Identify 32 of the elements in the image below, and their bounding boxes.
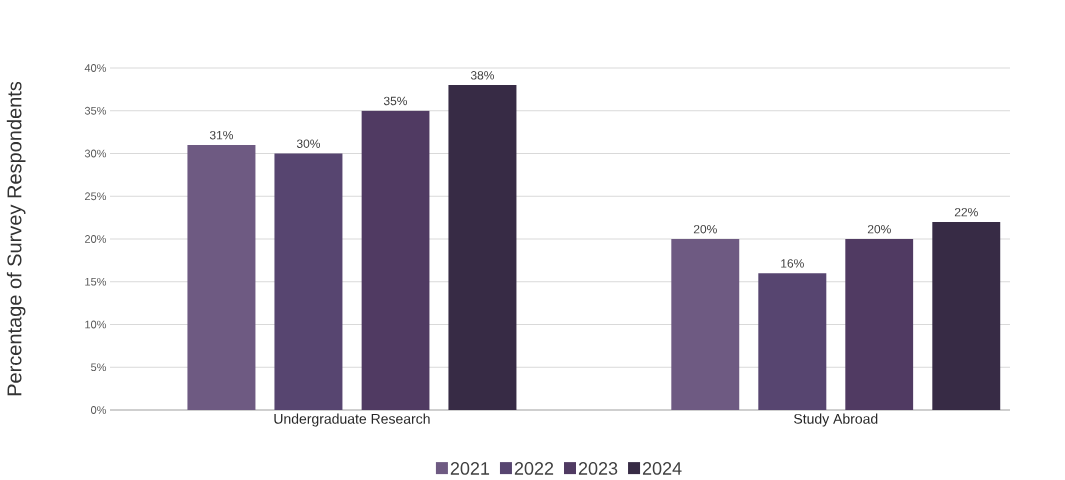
bar — [448, 85, 517, 410]
legend-label: 2021 — [450, 462, 490, 475]
y-tick-label: 20% — [85, 235, 107, 243]
data-label: 16% — [781, 259, 804, 268]
y-tick-label: 25% — [85, 192, 107, 201]
data-label: 22% — [954, 207, 978, 217]
y-tick-label: 5% — [91, 363, 107, 372]
legend-label: 2022 — [514, 462, 554, 475]
bar — [187, 144, 256, 410]
legend-label: 2023 — [578, 462, 618, 475]
y-tick-label: 15% — [85, 277, 107, 286]
bar — [361, 110, 430, 410]
y-tick-label: 10% — [85, 320, 107, 329]
bar — [845, 238, 914, 410]
legend-label: 2024 — [642, 462, 682, 475]
y-tick-label: 40% — [84, 64, 107, 72]
y-tick-label: 35% — [84, 106, 107, 115]
data-label: 20% — [867, 224, 891, 234]
bar — [274, 153, 343, 410]
y-axis-title: Percentage of Survey Respondents — [6, 81, 26, 396]
y-tick-label: 30% — [84, 149, 107, 158]
x-tick-label: Study Abroad — [794, 413, 878, 427]
data-label: 35% — [383, 96, 408, 106]
x-tick-label: Undergraduate Research — [274, 413, 430, 427]
bar — [758, 273, 827, 410]
data-label: 38% — [470, 71, 495, 80]
bar — [932, 221, 1001, 410]
data-label: 20% — [693, 224, 717, 234]
data-label: 31% — [209, 130, 234, 140]
data-label: 30% — [296, 139, 321, 148]
y-tick-label: 0% — [91, 406, 107, 414]
bar — [671, 238, 740, 410]
